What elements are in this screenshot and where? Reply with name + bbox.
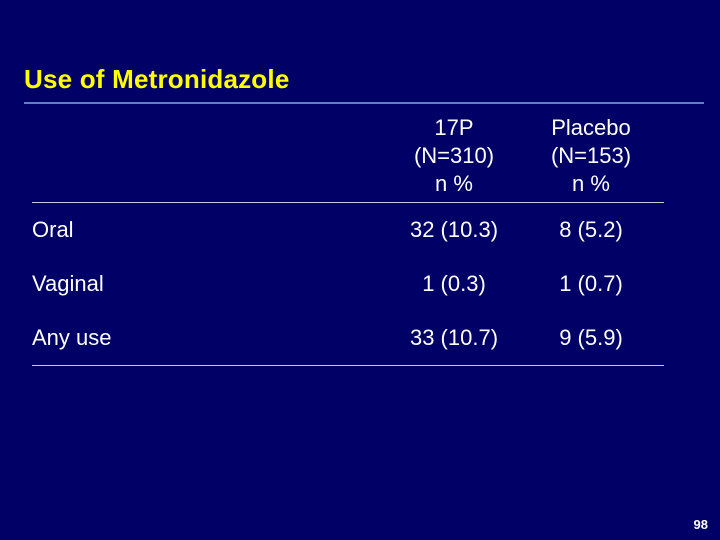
cell-17p: 32 (10.3) <box>409 217 499 242</box>
row-label: Vaginal <box>32 271 104 296</box>
column-header-17p: 17P (N=310) n % <box>384 114 524 198</box>
page-number: 98 <box>693 517 708 532</box>
column-header-count: (N=310) <box>413 143 495 168</box>
table-header-divider <box>32 202 664 203</box>
cell-placebo: 9 (5.9) <box>559 325 623 350</box>
row-label: Oral <box>32 217 74 242</box>
cell-placebo: 1 (0.7) <box>559 271 623 296</box>
column-header-name: 17P <box>434 115 474 140</box>
slide-title: Use of Metronidazole <box>24 64 290 94</box>
cell-placebo: 8 (5.2) <box>559 217 623 242</box>
table-row: Any use 33 (10.7) 9 (5.9) <box>0 325 720 355</box>
table-bottom-divider <box>32 365 664 366</box>
cell-17p: 1 (0.3) <box>422 271 486 296</box>
title-divider <box>24 102 704 104</box>
column-header-stat: n % <box>572 171 610 196</box>
table-row: Oral 32 (10.3) 8 (5.2) <box>0 217 720 247</box>
column-header-name: Placebo <box>551 115 631 140</box>
column-header-placebo: Placebo (N=153) n % <box>521 114 661 198</box>
column-header-stat: n % <box>435 171 473 196</box>
column-header-count: (N=153) <box>550 143 632 168</box>
row-label: Any use <box>32 325 112 350</box>
table-row: Vaginal 1 (0.3) 1 (0.7) <box>0 271 720 301</box>
cell-17p: 33 (10.7) <box>409 325 499 350</box>
